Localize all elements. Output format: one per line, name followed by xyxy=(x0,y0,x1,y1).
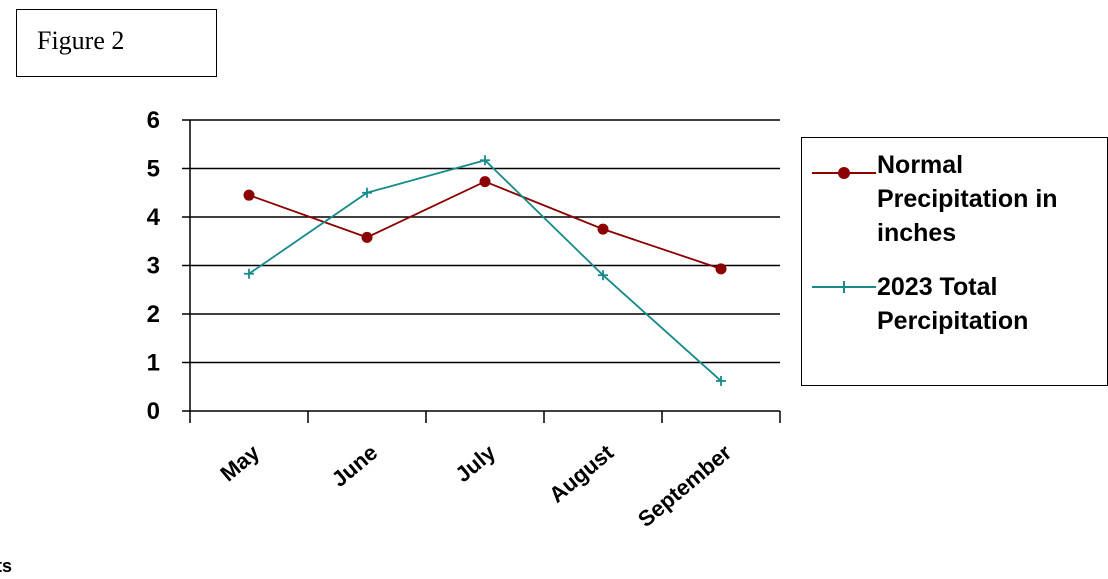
legend: Normal Precipitation in inches 2023 Tota… xyxy=(801,137,1108,386)
y-tick-label-2: 2 xyxy=(147,301,160,328)
clipped-edge-text: ts xyxy=(0,556,13,576)
x-axis-tick-labels: May June July August September xyxy=(215,439,736,532)
x-tick-label-july: July xyxy=(450,439,500,487)
data-point-s0-3 xyxy=(597,223,609,235)
x-tick-label-september: September xyxy=(633,439,737,532)
data-point-s1-3 xyxy=(598,270,608,281)
x-tick-label-june: June xyxy=(327,440,382,492)
legend-marker-normal xyxy=(812,167,876,179)
data-point-s1-1 xyxy=(362,187,372,198)
x-tick-label-august: August xyxy=(544,439,619,507)
data-point-s0-2 xyxy=(479,176,491,188)
data-point-s0-0 xyxy=(243,189,255,201)
gridlines xyxy=(190,119,780,364)
y-tick-label-0: 0 xyxy=(147,398,160,425)
precipitation-line-chart: 0 1 2 3 4 5 6 May June July August September xyxy=(147,107,781,532)
y-tick-label-3: 3 xyxy=(147,253,160,280)
series-lines xyxy=(243,155,727,386)
y-tick-label-4: 4 xyxy=(147,204,161,231)
y-axis-tick-labels: 0 1 2 3 4 5 6 xyxy=(147,107,161,425)
data-point-s1-0 xyxy=(244,268,254,279)
legend-label-normal: Normal Precipitation in inches xyxy=(877,151,1058,247)
axes xyxy=(182,119,781,423)
data-point-s0-4 xyxy=(715,263,727,275)
legend-marker-2023 xyxy=(812,281,876,293)
y-tick-label-6: 6 xyxy=(147,107,160,134)
data-point-s1-4 xyxy=(716,375,726,386)
x-tick-label-may: May xyxy=(215,439,264,486)
y-tick-label-1: 1 xyxy=(147,350,160,377)
legend-label-2023: 2023 Total Percipitation xyxy=(877,273,1029,335)
series-line-1 xyxy=(248,159,722,382)
y-tick-label-5: 5 xyxy=(147,156,160,183)
data-point-s1-2 xyxy=(480,155,490,166)
data-point-s0-1 xyxy=(361,231,373,243)
figure-label-box: Figure 2 xyxy=(16,9,217,77)
figure-label: Figure 2 xyxy=(37,26,125,55)
